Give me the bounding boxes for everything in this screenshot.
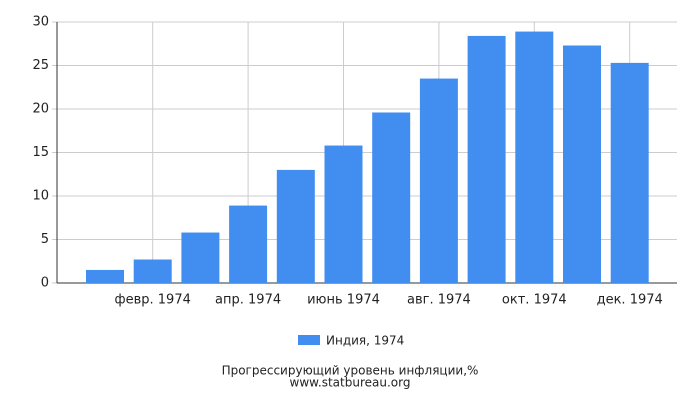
bar (229, 205, 268, 283)
bar (276, 169, 315, 283)
chart-title: Прогрессирующий уровень инфляции,% (222, 364, 479, 378)
bar (610, 62, 649, 283)
y-tick-label: 20 (32, 102, 49, 117)
x-tick-label: авг. 1974 (407, 293, 471, 308)
bar (324, 145, 363, 283)
legend-label: Индия, 1974 (326, 334, 404, 348)
x-tick-label: апр. 1974 (215, 293, 281, 308)
bar (563, 45, 601, 283)
bar (467, 35, 506, 283)
x-tick-label: февр. 1974 (115, 293, 191, 308)
bar (515, 31, 554, 283)
bar (181, 232, 220, 283)
x-tick-label: дек. 1974 (597, 293, 663, 308)
y-tick-label: 10 (32, 189, 49, 204)
source: www.statbureau.org (290, 376, 411, 390)
bar (133, 259, 172, 283)
y-tick-label: 5 (41, 232, 49, 247)
y-tick-label: 30 (32, 15, 49, 30)
bar (86, 269, 124, 283)
bar (419, 78, 458, 283)
x-tick-label: окт. 1974 (502, 293, 567, 308)
legend-swatch (298, 335, 320, 345)
y-tick-label: 25 (32, 58, 49, 73)
y-tick-label: 15 (32, 145, 49, 160)
bar (372, 112, 411, 283)
x-tick-label: июнь 1974 (307, 293, 380, 308)
y-tick-label: 0 (41, 276, 49, 291)
